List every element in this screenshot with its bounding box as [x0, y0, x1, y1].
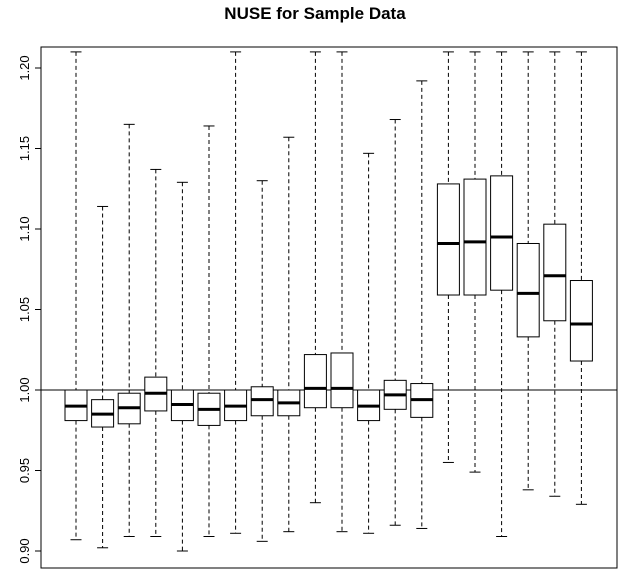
- box: [303, 354, 327, 409]
- box: [436, 183, 460, 296]
- y-tick-label: 1.15: [17, 136, 32, 161]
- y-tick-label: 1.00: [17, 377, 32, 402]
- y-tick-label: 1.10: [17, 216, 32, 241]
- box: [569, 280, 593, 362]
- box: [516, 242, 540, 338]
- y-tick-label: 0.95: [17, 458, 32, 483]
- y-tick-label: 0.90: [17, 538, 32, 563]
- box: [250, 386, 274, 417]
- chart-title: NUSE for Sample Data: [224, 4, 406, 23]
- y-tick-label: 1.05: [17, 297, 32, 322]
- plot-frame: [40, 46, 618, 569]
- box: [543, 223, 567, 322]
- y-tick-label: 1.20: [17, 55, 32, 80]
- box: [490, 175, 514, 291]
- box: [463, 178, 487, 296]
- box: [330, 352, 354, 409]
